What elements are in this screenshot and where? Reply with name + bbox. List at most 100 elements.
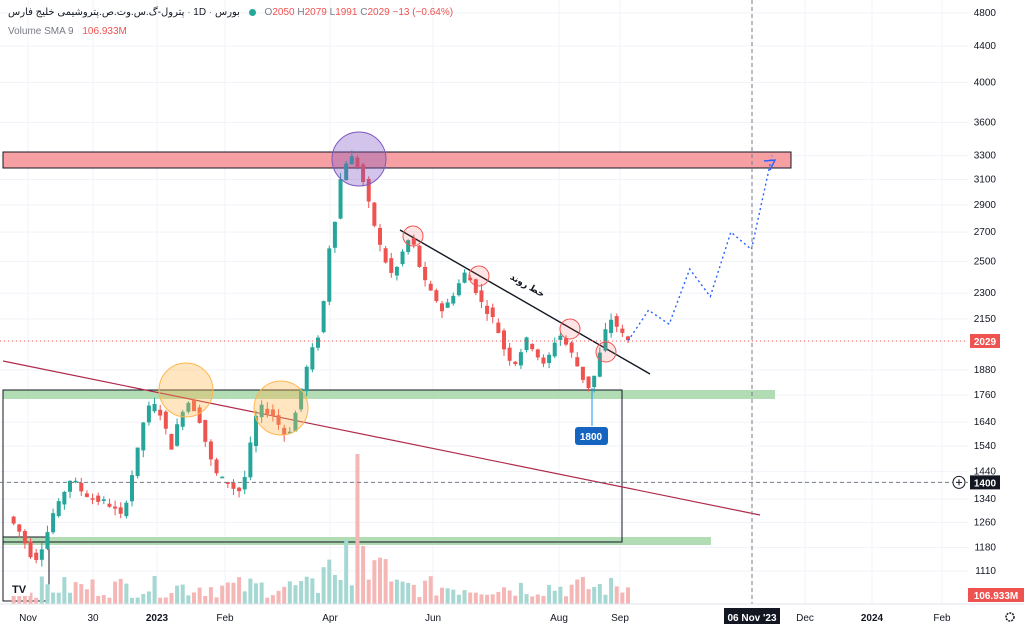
volume-tag bbox=[968, 588, 1024, 602]
candle-body bbox=[28, 541, 33, 558]
candle-body bbox=[479, 290, 484, 302]
candle-body bbox=[56, 501, 61, 517]
volume-tag-label: 106.933M bbox=[974, 591, 1018, 602]
candle-body bbox=[101, 499, 106, 501]
volume-bar bbox=[344, 539, 349, 604]
volume-bar bbox=[287, 581, 292, 604]
candle-body bbox=[130, 475, 134, 502]
volume-bar bbox=[592, 586, 597, 604]
y-tick-label: 1880 bbox=[974, 365, 997, 376]
candle-body bbox=[518, 352, 523, 366]
volume-bar bbox=[547, 585, 552, 604]
candle-body bbox=[428, 283, 433, 291]
volume-bar bbox=[163, 597, 168, 604]
support-price-label: 1800 bbox=[580, 432, 603, 443]
candle-body bbox=[11, 516, 16, 524]
candle-body bbox=[564, 338, 568, 345]
volume-bar bbox=[51, 592, 56, 604]
volume-bar bbox=[299, 581, 304, 604]
candle-body bbox=[417, 245, 422, 267]
x-tick-label: Apr bbox=[322, 613, 338, 624]
volume-bar bbox=[11, 589, 16, 604]
y-tick-label: 4000 bbox=[974, 77, 997, 88]
long-trendline bbox=[2, 360, 761, 516]
plus-icon bbox=[956, 479, 962, 486]
change-value: −13 (−0.64%) bbox=[392, 7, 454, 18]
volume-bar bbox=[428, 576, 433, 604]
volume-bar bbox=[564, 596, 568, 604]
x-tick-label: 06 Nov '23 bbox=[727, 613, 777, 624]
candle-body bbox=[411, 238, 416, 245]
candle-body bbox=[383, 248, 388, 263]
candle-body bbox=[502, 330, 506, 350]
volume-bar bbox=[530, 596, 535, 604]
candle-body bbox=[259, 404, 264, 418]
volume-bar bbox=[56, 592, 61, 604]
candle-body bbox=[270, 409, 275, 417]
exchange-label: بورس bbox=[214, 7, 240, 18]
volume-bar bbox=[316, 592, 320, 604]
volume-bar bbox=[84, 589, 89, 604]
candle-body bbox=[434, 290, 439, 302]
volume-bar bbox=[90, 579, 95, 604]
volume-bar bbox=[423, 580, 428, 604]
settings-gear-icon[interactable] bbox=[1005, 612, 1015, 622]
candle-body bbox=[304, 366, 309, 392]
volume-bar bbox=[626, 587, 630, 604]
candle-body bbox=[558, 335, 563, 340]
resistance-zone bbox=[2, 151, 792, 169]
volume-bar bbox=[45, 584, 50, 604]
interval-label[interactable]: 1D bbox=[193, 7, 207, 18]
candle-body bbox=[192, 399, 196, 412]
volume-bar bbox=[135, 597, 140, 604]
y-tick-label: 1260 bbox=[974, 518, 997, 529]
candle-body bbox=[552, 342, 557, 357]
candle-body bbox=[242, 476, 247, 490]
candle-body bbox=[614, 316, 619, 327]
candle-body bbox=[282, 427, 287, 435]
volume-bar bbox=[552, 590, 557, 604]
volume-bar bbox=[338, 580, 343, 604]
volume-bar bbox=[332, 574, 337, 604]
candle-body bbox=[225, 482, 230, 484]
volume-bar bbox=[259, 582, 264, 604]
y-tick-label: 3600 bbox=[974, 117, 997, 128]
candle-body bbox=[152, 403, 157, 412]
volume-bar bbox=[609, 577, 614, 604]
symbol-name: پترول-گ.س.وت.ص.پتروشیمی خلیج فارس bbox=[8, 7, 185, 18]
volume-bar bbox=[96, 595, 101, 604]
candle-body bbox=[84, 493, 89, 497]
candle-body bbox=[293, 412, 298, 432]
price-axis bbox=[968, 0, 1024, 625]
candle-body bbox=[547, 354, 552, 364]
volume-bar bbox=[524, 594, 529, 604]
y-tick-label: 4800 bbox=[974, 8, 997, 19]
volume-bar bbox=[124, 583, 129, 604]
candle-body bbox=[355, 157, 360, 168]
volume-bar bbox=[535, 594, 540, 604]
y-tick-label: 2500 bbox=[974, 256, 997, 267]
y-tick-label: 2700 bbox=[974, 227, 997, 238]
candle-body bbox=[445, 302, 450, 308]
volume-bar bbox=[242, 591, 247, 604]
candle-body bbox=[163, 411, 168, 429]
volume-bar bbox=[101, 595, 106, 604]
candle-body bbox=[299, 388, 304, 410]
candle-body bbox=[96, 495, 101, 502]
range-box bbox=[2, 389, 623, 543]
candle-body bbox=[349, 156, 354, 165]
candle-body bbox=[378, 227, 382, 245]
candle-body bbox=[321, 301, 326, 333]
candle-body bbox=[316, 337, 320, 348]
x-tick-label: Feb bbox=[216, 613, 234, 624]
candle-body bbox=[327, 248, 332, 302]
candle-body bbox=[541, 357, 546, 364]
volume-bar bbox=[73, 582, 78, 604]
x-tick-label: Feb bbox=[933, 613, 951, 624]
x-tick-label: Dec bbox=[796, 613, 814, 624]
y-tick-label: 2150 bbox=[974, 314, 997, 325]
candle-body bbox=[118, 507, 123, 514]
x-tick-label: Sep bbox=[611, 613, 629, 624]
